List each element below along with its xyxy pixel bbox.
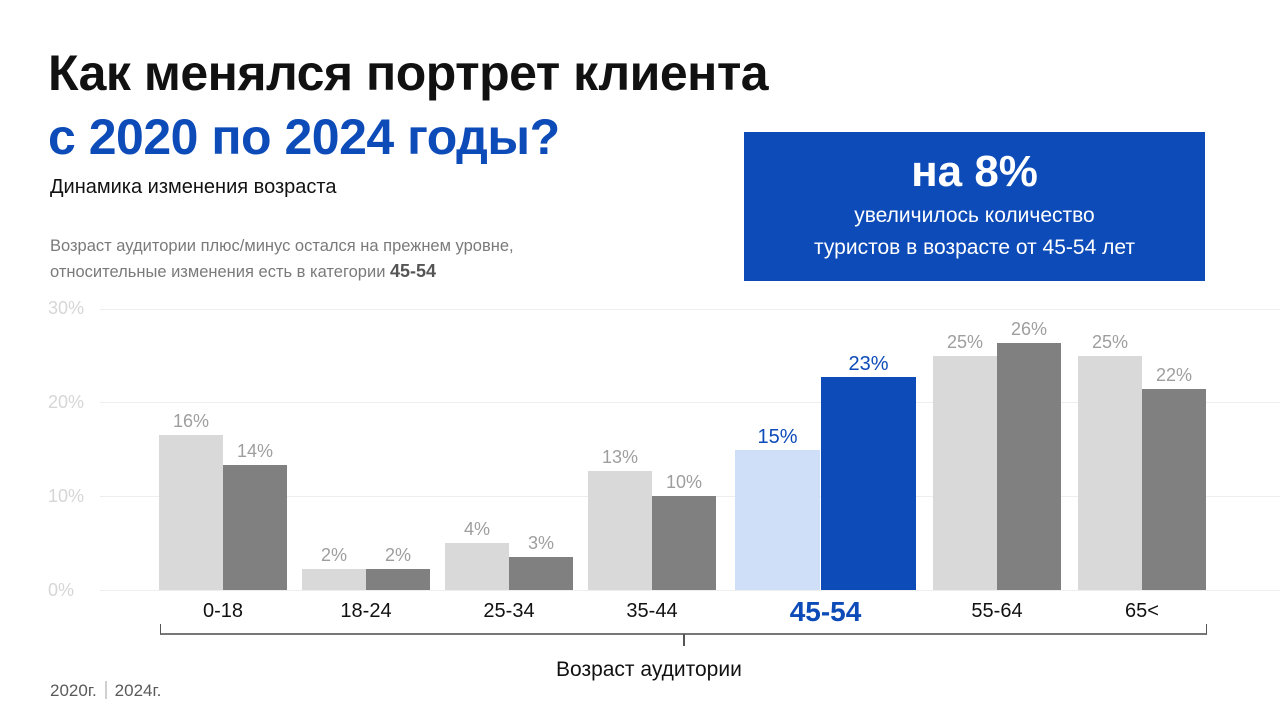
chart-note: Возраст аудитории плюс/минус остался на … — [50, 234, 514, 285]
callout-line-2: туристов в возрасте от 45-54 лет — [814, 236, 1135, 259]
legend: 2020г. 2024г. — [50, 681, 161, 701]
bar-2020-0-18 — [159, 434, 223, 590]
y-tick-10: 10% — [48, 486, 85, 506]
callout-big-number: на 8% — [911, 147, 1038, 196]
legend-2020: 2020г. — [50, 681, 97, 700]
y-tick-30: 30% — [48, 298, 85, 318]
note-line-2-text: относительные изменения есть в категории — [50, 263, 386, 281]
bar-2024-45-54 — [821, 377, 916, 590]
note-highlight: 45-54 — [390, 261, 437, 281]
callout-line-1: увеличилось количество — [854, 204, 1095, 227]
x-axis-bracket-tick — [683, 634, 685, 646]
note-line-2: относительные изменения есть в категории… — [50, 259, 514, 285]
category-label-35-44: 35-44 — [626, 600, 678, 622]
value-label-2024-35-44: 10% — [665, 472, 703, 493]
title-line-2: с 2020 по 2024 годы? — [48, 109, 560, 165]
bar-2020-35-44 — [588, 471, 652, 590]
callout-box: на 8% увеличилось количество туристов в … — [744, 132, 1205, 281]
value-label-2024-18-24: 2% — [384, 545, 411, 566]
bar-2020-65< — [1078, 355, 1142, 590]
legend-2024: 2024г. — [114, 681, 162, 700]
gridline-0 — [100, 590, 1280, 591]
bar-2020-55-64 — [933, 355, 997, 590]
value-label-2024-65<: 22% — [1155, 364, 1193, 385]
legend-separator — [104, 681, 107, 699]
bar-2024-35-44 — [652, 496, 716, 590]
bar-2024-55-64 — [997, 342, 1061, 590]
value-label-2020-55-64: 25% — [946, 331, 984, 352]
category-label-65<: 65< — [1125, 600, 1159, 622]
bar-2020-18-24 — [302, 569, 366, 590]
bar-2024-25-34 — [509, 557, 573, 590]
value-label-2020-18-24: 2% — [320, 545, 347, 566]
category-label-18-24: 18-24 — [340, 600, 392, 622]
gridline-30 — [100, 309, 1280, 310]
bar-2020-45-54 — [735, 449, 820, 590]
value-label-2024-55-64: 26% — [1010, 318, 1048, 339]
category-label-25-34: 25-34 — [483, 600, 535, 622]
value-label-2020-45-54: 15% — [757, 425, 798, 448]
gridline-20 — [100, 402, 1280, 403]
bar-2024-18-24 — [366, 569, 430, 590]
value-label-2020-65<: 25% — [1091, 331, 1129, 352]
bar-2024-0-18 — [223, 465, 287, 590]
y-tick-0: 0% — [48, 580, 75, 600]
value-label-2024-45-54: 23% — [848, 353, 889, 376]
value-label-2020-35-44: 13% — [601, 447, 639, 468]
y-tick-20: 20% — [48, 392, 85, 412]
value-label-2020-0-18: 16% — [172, 410, 210, 431]
value-label-2024-25-34: 3% — [527, 533, 554, 554]
chart-subtitle: Динамика изменения возраста — [50, 176, 337, 198]
category-label-45-54: 45-54 — [789, 596, 862, 627]
value-label-2020-25-34: 4% — [463, 519, 490, 540]
x-axis-label: Возраст аудитории — [556, 658, 742, 681]
note-line-1: Возраст аудитории плюс/минус остался на … — [50, 237, 514, 255]
category-label-55-64: 55-64 — [971, 600, 1023, 622]
title-line-1: Как менялся портрет клиента — [48, 45, 769, 101]
value-label-2024-0-18: 14% — [236, 441, 274, 462]
bar-2024-65< — [1142, 388, 1206, 590]
bar-2020-25-34 — [445, 543, 509, 590]
category-label-0-18: 0-18 — [202, 600, 244, 622]
